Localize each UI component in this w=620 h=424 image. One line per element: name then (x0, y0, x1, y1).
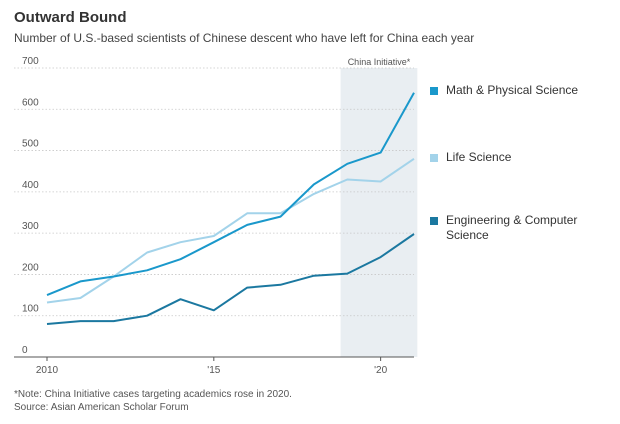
x-tick-label: '20 (374, 365, 387, 376)
legend-label: Engineering & Computer Science (446, 213, 578, 242)
chart-subtitle: Number of U.S.-based scientists of Chine… (14, 31, 475, 45)
legend-label: Math & Physical Science (446, 83, 579, 97)
series-line-math-physical-science (46, 92, 415, 297)
legend-item: Math & Physical Science (430, 83, 600, 98)
footnote: *Note: China Initiative cases targeting … (14, 389, 292, 400)
x-tick-label: '15 (207, 365, 220, 376)
china-initiative-label: China Initiative* (348, 57, 411, 67)
legend-item: Life Science (430, 150, 600, 165)
y-tick-label: 400 (22, 180, 39, 191)
legend-swatch (430, 87, 438, 95)
legend-label: Life Science (446, 150, 512, 164)
chart-notes: *Note: China Initiative cases targeting … (14, 388, 292, 414)
legend-swatch (430, 154, 438, 162)
source: Source: Asian American Scholar Forum (14, 402, 189, 413)
legend-item: Engineering & Computer Science (430, 213, 600, 243)
chart-title: Outward Bound (14, 9, 127, 26)
x-tick-label: 2010 (36, 365, 59, 376)
series-line-engineering-computer-science (46, 233, 415, 325)
y-tick-label: 300 (22, 221, 39, 232)
y-tick-label: 600 (22, 97, 39, 108)
y-tick-label: 700 (22, 56, 39, 67)
y-tick-label: 200 (22, 262, 39, 273)
y-tick-label: 0 (22, 345, 28, 356)
y-tick-label: 500 (22, 139, 39, 150)
series-line-life-science (46, 157, 415, 304)
y-tick-label: 100 (22, 304, 39, 315)
china-initiative-shading (340, 68, 418, 357)
legend-swatch (430, 217, 438, 225)
